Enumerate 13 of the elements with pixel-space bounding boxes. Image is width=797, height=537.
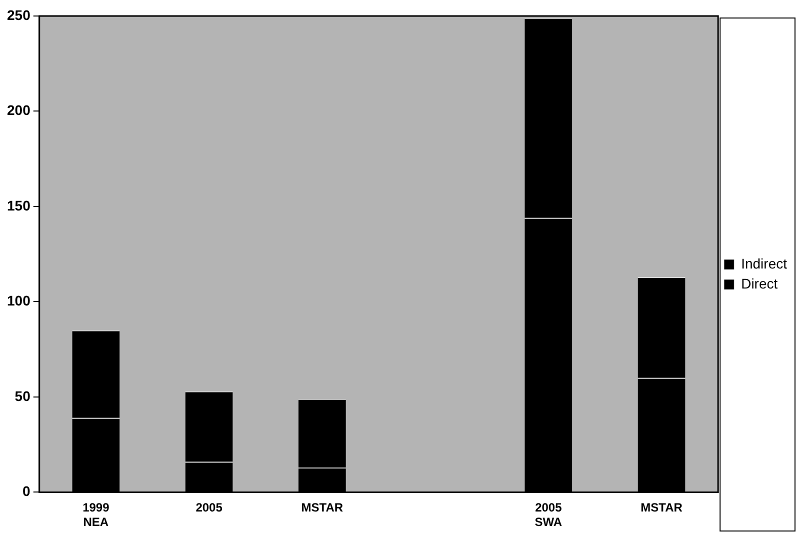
y-tick-label: 50 — [14, 388, 31, 404]
y-tick-label: 200 — [7, 102, 31, 118]
y-tick-label: 0 — [22, 483, 31, 500]
x-tick-label: MSTAR — [640, 500, 683, 515]
x-tick-label: 2005 SWA — [534, 500, 562, 530]
y-tick-label: 250 — [7, 6, 31, 23]
x-tick-label: 2005 — [196, 500, 223, 515]
x-tick-label: 1999 NEA — [82, 500, 110, 530]
y-tick-label: 100 — [7, 292, 31, 309]
legend-label: Direct — [741, 275, 778, 292]
x-tick-label: MSTAR — [301, 500, 344, 515]
y-tick-label: 150 — [7, 197, 31, 214]
legend-label: Indirect — [741, 255, 788, 272]
